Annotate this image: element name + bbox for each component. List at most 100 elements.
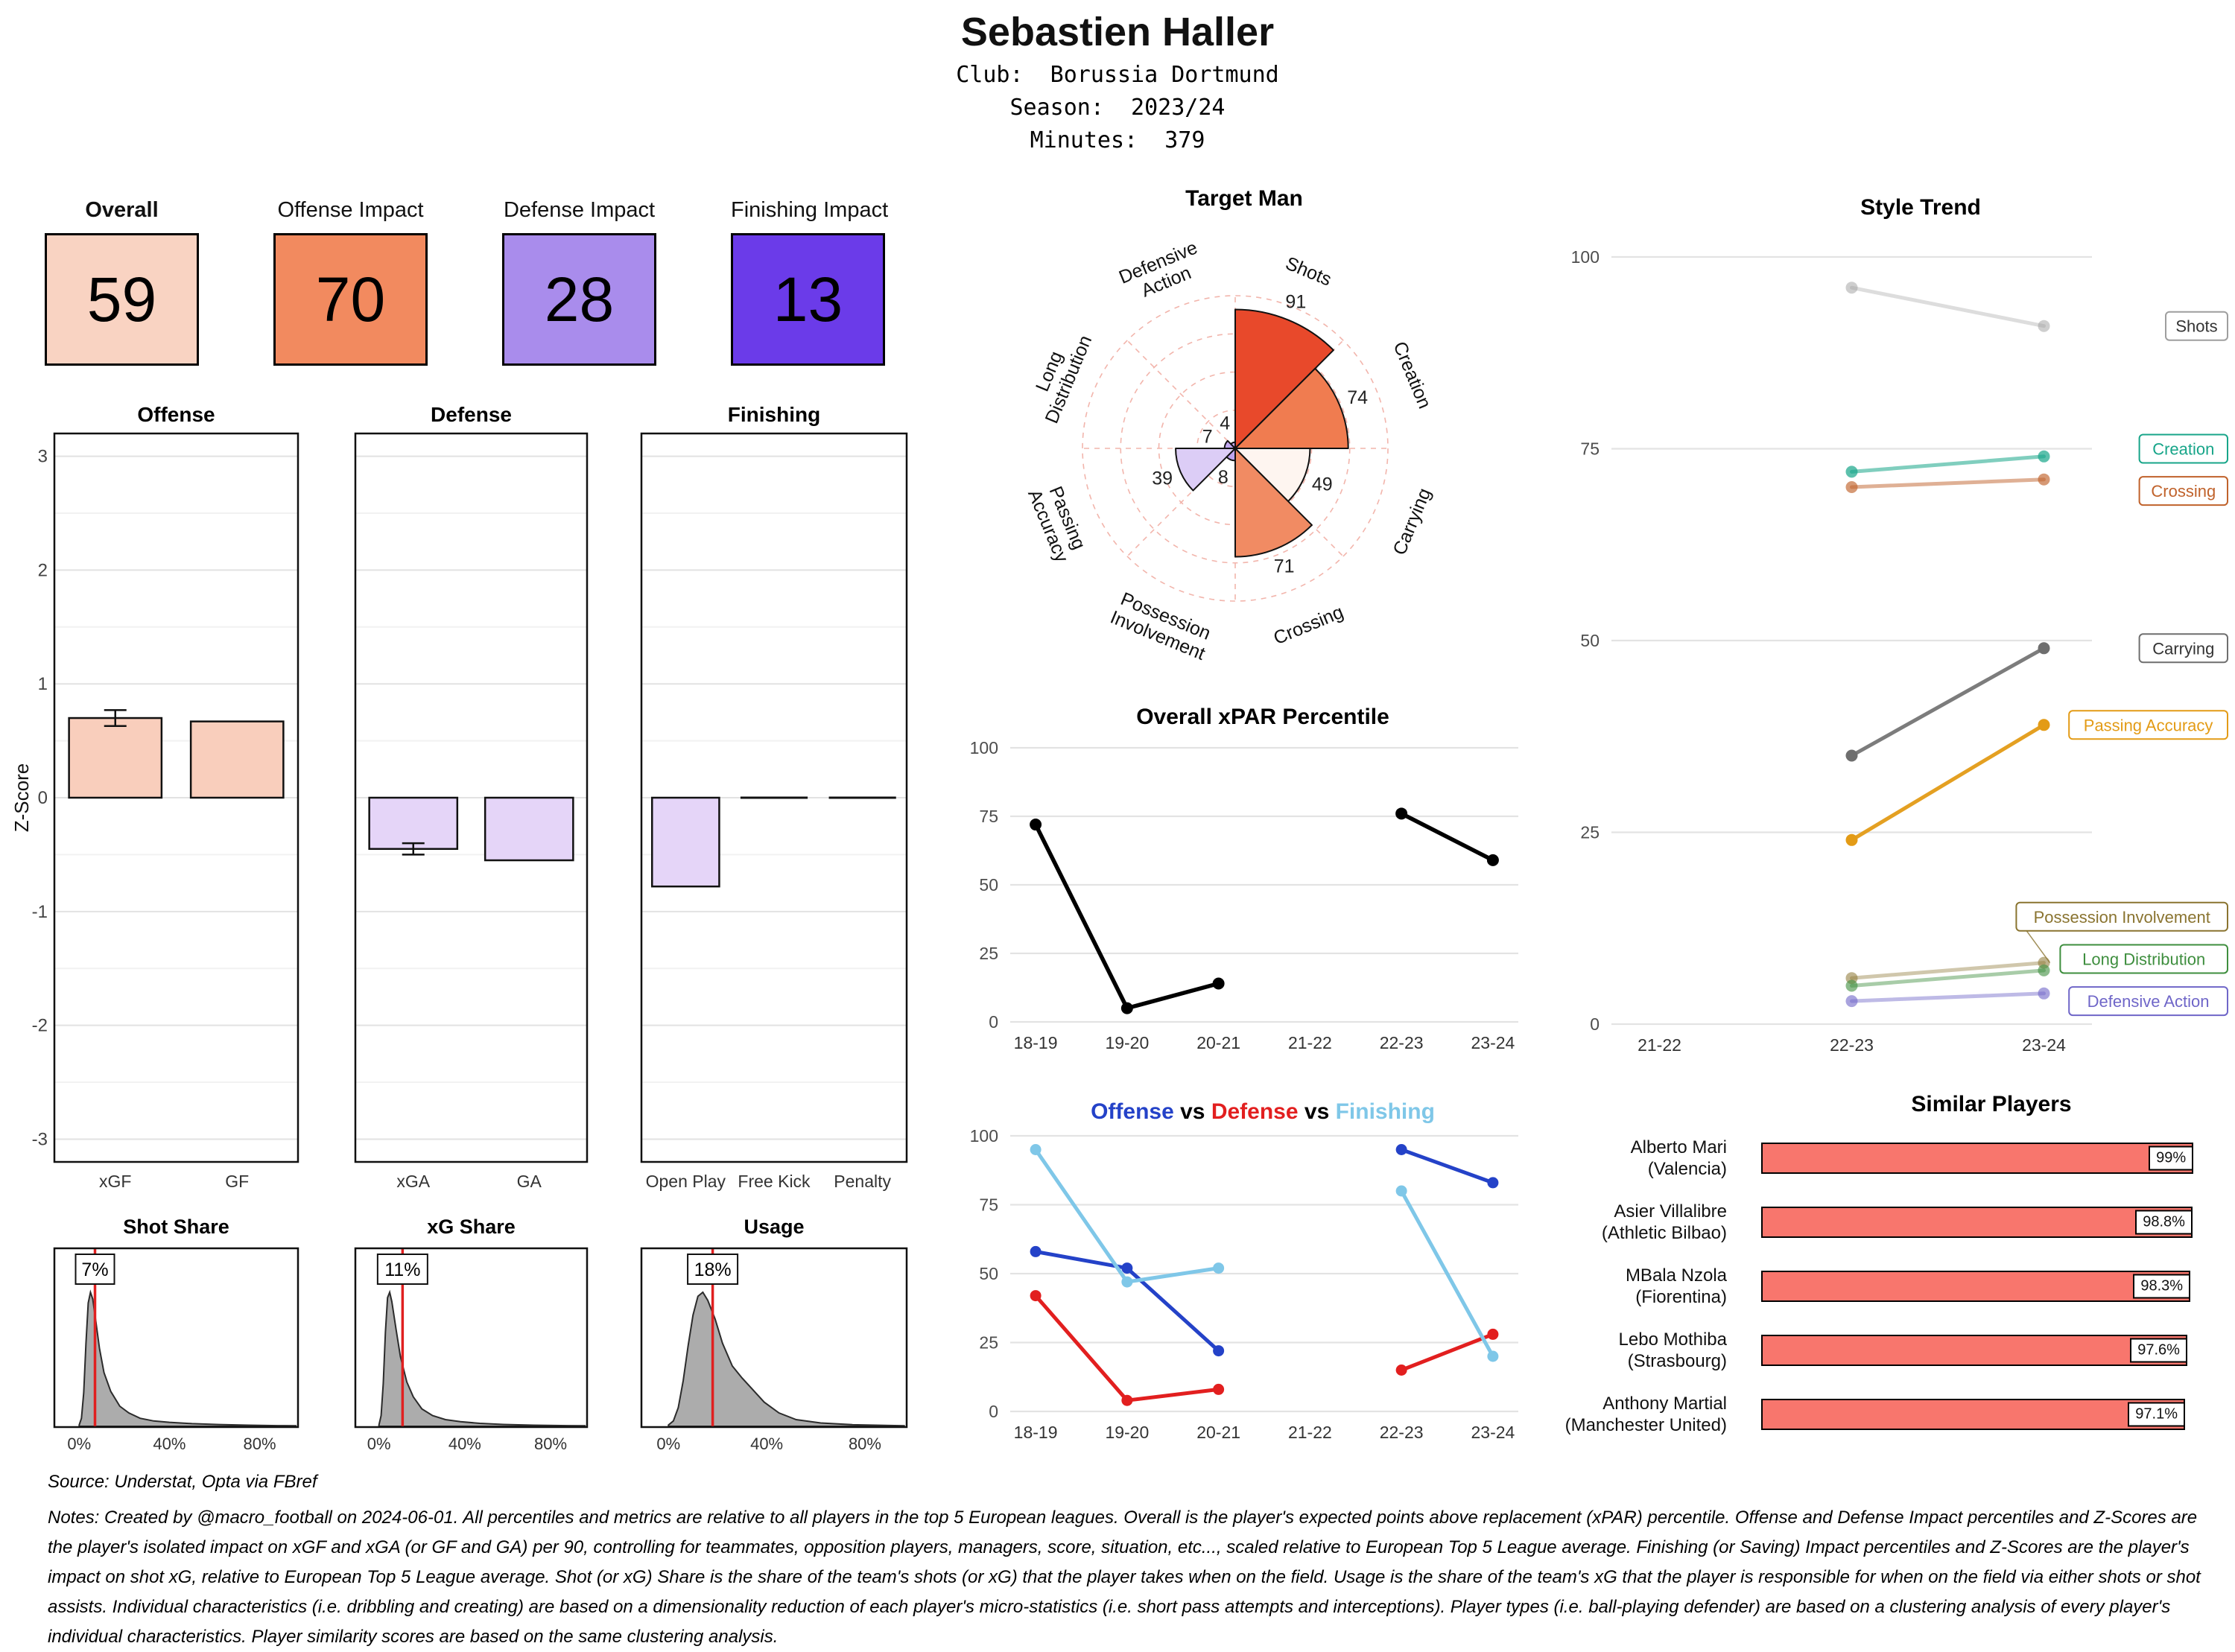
style-trend-title: Style Trend (1860, 195, 1981, 220)
zscore-chart: Z-Score 3 2 1 0 -1 -2 -3 Offense xGF GF Defense xGA G… (10, 403, 908, 1191)
odf-title-part: Offense (1091, 1099, 1174, 1124)
point-Shots (1845, 282, 1858, 294)
point-Offense (1121, 1262, 1133, 1274)
radar-title: Target Man (1185, 186, 1303, 211)
radar-ring (1082, 295, 1389, 602)
x-tick: 19-20 (1105, 1033, 1149, 1052)
y-tick: 25 (979, 944, 998, 963)
offense-defense-finishing-chart: 0 25 50 75 100 18-19 19-20 20-21 21-22 22-23 23-24 (970, 1126, 1518, 1442)
panel-border (354, 1247, 589, 1429)
y-tick: 100 (970, 1126, 998, 1146)
similarity-value: 97.6% (2130, 1338, 2187, 1363)
radar-spoke (1126, 340, 1236, 449)
line-Possession Involvement (1850, 961, 2046, 980)
odf-title: Offense vs Defense vs Finishing (961, 1099, 1564, 1125)
card-offense-value: 70 (315, 264, 386, 334)
similarity-bar-track: 98.8% (1761, 1207, 2198, 1238)
zscore-y-axis-label: Z-Score (10, 763, 33, 832)
similar-players-title: Similar Players (1911, 1092, 2072, 1116)
zscore-y-tick: -3 (32, 1129, 48, 1149)
radar-axis-label: LongDistribution (1022, 325, 1097, 427)
card-finishing-impact: Finishing Impact 13 (731, 198, 889, 366)
y-tick: 75 (979, 1195, 998, 1215)
panel-border (354, 432, 589, 1163)
zscore-bar-xGF (68, 717, 163, 799)
zscore-x-tick: Penalty (834, 1172, 891, 1191)
share-value: 18% (694, 1259, 732, 1280)
point-xPAR (1212, 977, 1225, 990)
point-Carrying (2038, 642, 2050, 655)
point-Offense (1030, 1245, 1042, 1257)
panel-border (640, 432, 908, 1163)
radar-value: 49 (1312, 474, 1333, 495)
line-Finishing (1033, 1148, 1221, 1284)
share-value-box (376, 1254, 428, 1285)
y-tick: 100 (970, 738, 998, 757)
x-tick: 23-24 (1471, 1423, 1515, 1442)
y-tick: 0 (1590, 1014, 1600, 1034)
point-Finishing (1487, 1350, 1499, 1362)
share-title: Usage (744, 1216, 804, 1238)
trend-label: Shots (2175, 317, 2217, 336)
y-tick: 100 (1571, 247, 1600, 267)
radar-value: 7 (1202, 427, 1213, 448)
point-Defense (1213, 1383, 1225, 1395)
similar-player-name: Asier Villalibre (Athletic Bilbao) (1601, 1201, 1727, 1243)
radar-axis-label: Shots (1282, 252, 1334, 290)
share-density-charts: Shot Share 7% 0% 40% 80% xG Share 11% 0% 40% 80% U… (53, 1216, 908, 1453)
trend-label-box (2138, 476, 2228, 506)
x-tick: 20-21 (1196, 1033, 1240, 1052)
similarity-value: 97.1% (2128, 1402, 2186, 1427)
radar-axis-label: Creation (1389, 339, 1435, 412)
point-Defense (1395, 1365, 1407, 1376)
similarity-bar (1761, 1271, 2191, 1302)
panel-border (53, 432, 299, 1163)
trend-label: Possession Involvement (2034, 908, 2210, 927)
trend-label: Creation (2152, 440, 2214, 459)
point-Creation (1845, 466, 1858, 478)
x-tick: 22-23 (1380, 1423, 1424, 1442)
zscore-x-tick: Free Kick (738, 1172, 811, 1191)
radar-axis-label: PossessionInvolvement (1107, 588, 1216, 664)
radar-ring (1120, 333, 1351, 564)
point-Offense (1395, 1144, 1407, 1155)
point-Defensive Action (1845, 995, 1858, 1008)
odf-title-part: vs (1298, 1099, 1336, 1124)
zscore-y-tick: -1 (32, 902, 48, 922)
radar-wedge-defensive-action (1230, 441, 1236, 449)
x-tick: 22-23 (1380, 1033, 1424, 1052)
point-Crossing (2038, 473, 2050, 486)
zscore-x-tick: Open Play (646, 1172, 726, 1191)
trend-label-box (2015, 901, 2229, 932)
trend-label-box (2068, 710, 2229, 740)
zscore-x-tick: xGF (99, 1172, 131, 1191)
trend-label-box (2138, 633, 2228, 664)
zscore-panel-title: Offense (137, 403, 215, 426)
trend-label-box (2059, 944, 2229, 974)
point-xPAR (1120, 1002, 1133, 1014)
trend-label: Crossing (2151, 482, 2216, 501)
card-defense-impact: Defense Impact 28 (502, 198, 656, 366)
line-Defensive Action (1850, 991, 2046, 1003)
zscore-y-tick: 0 (38, 788, 48, 808)
card-finishing-label: Finishing Impact (731, 198, 889, 222)
zscore-x-tick: GA (517, 1172, 542, 1191)
point-Crossing (1845, 481, 1858, 493)
similarity-bar-track: 97.1% (1761, 1399, 2198, 1430)
similarity-value: 99% (2149, 1146, 2194, 1171)
point-Long Distribution (2038, 964, 2050, 976)
y-tick: 0 (989, 1012, 998, 1032)
share-x-tick: 0% (67, 1435, 91, 1453)
card-finishing-value: 13 (773, 264, 843, 334)
x-tick: 18-19 (1014, 1423, 1058, 1442)
trend-label-box (2138, 433, 2228, 464)
x-tick: 23-24 (2022, 1035, 2066, 1055)
point-Defensive Action (2038, 987, 2050, 1000)
similarity-bar-track: 99% (1761, 1143, 2198, 1174)
card-defense-label: Defense Impact (503, 198, 656, 222)
line-Finishing (1399, 1189, 1495, 1359)
zscore-y-tick: 1 (38, 674, 48, 694)
share-x-tick: 80% (244, 1435, 276, 1453)
x-tick: 23-24 (1471, 1033, 1515, 1052)
